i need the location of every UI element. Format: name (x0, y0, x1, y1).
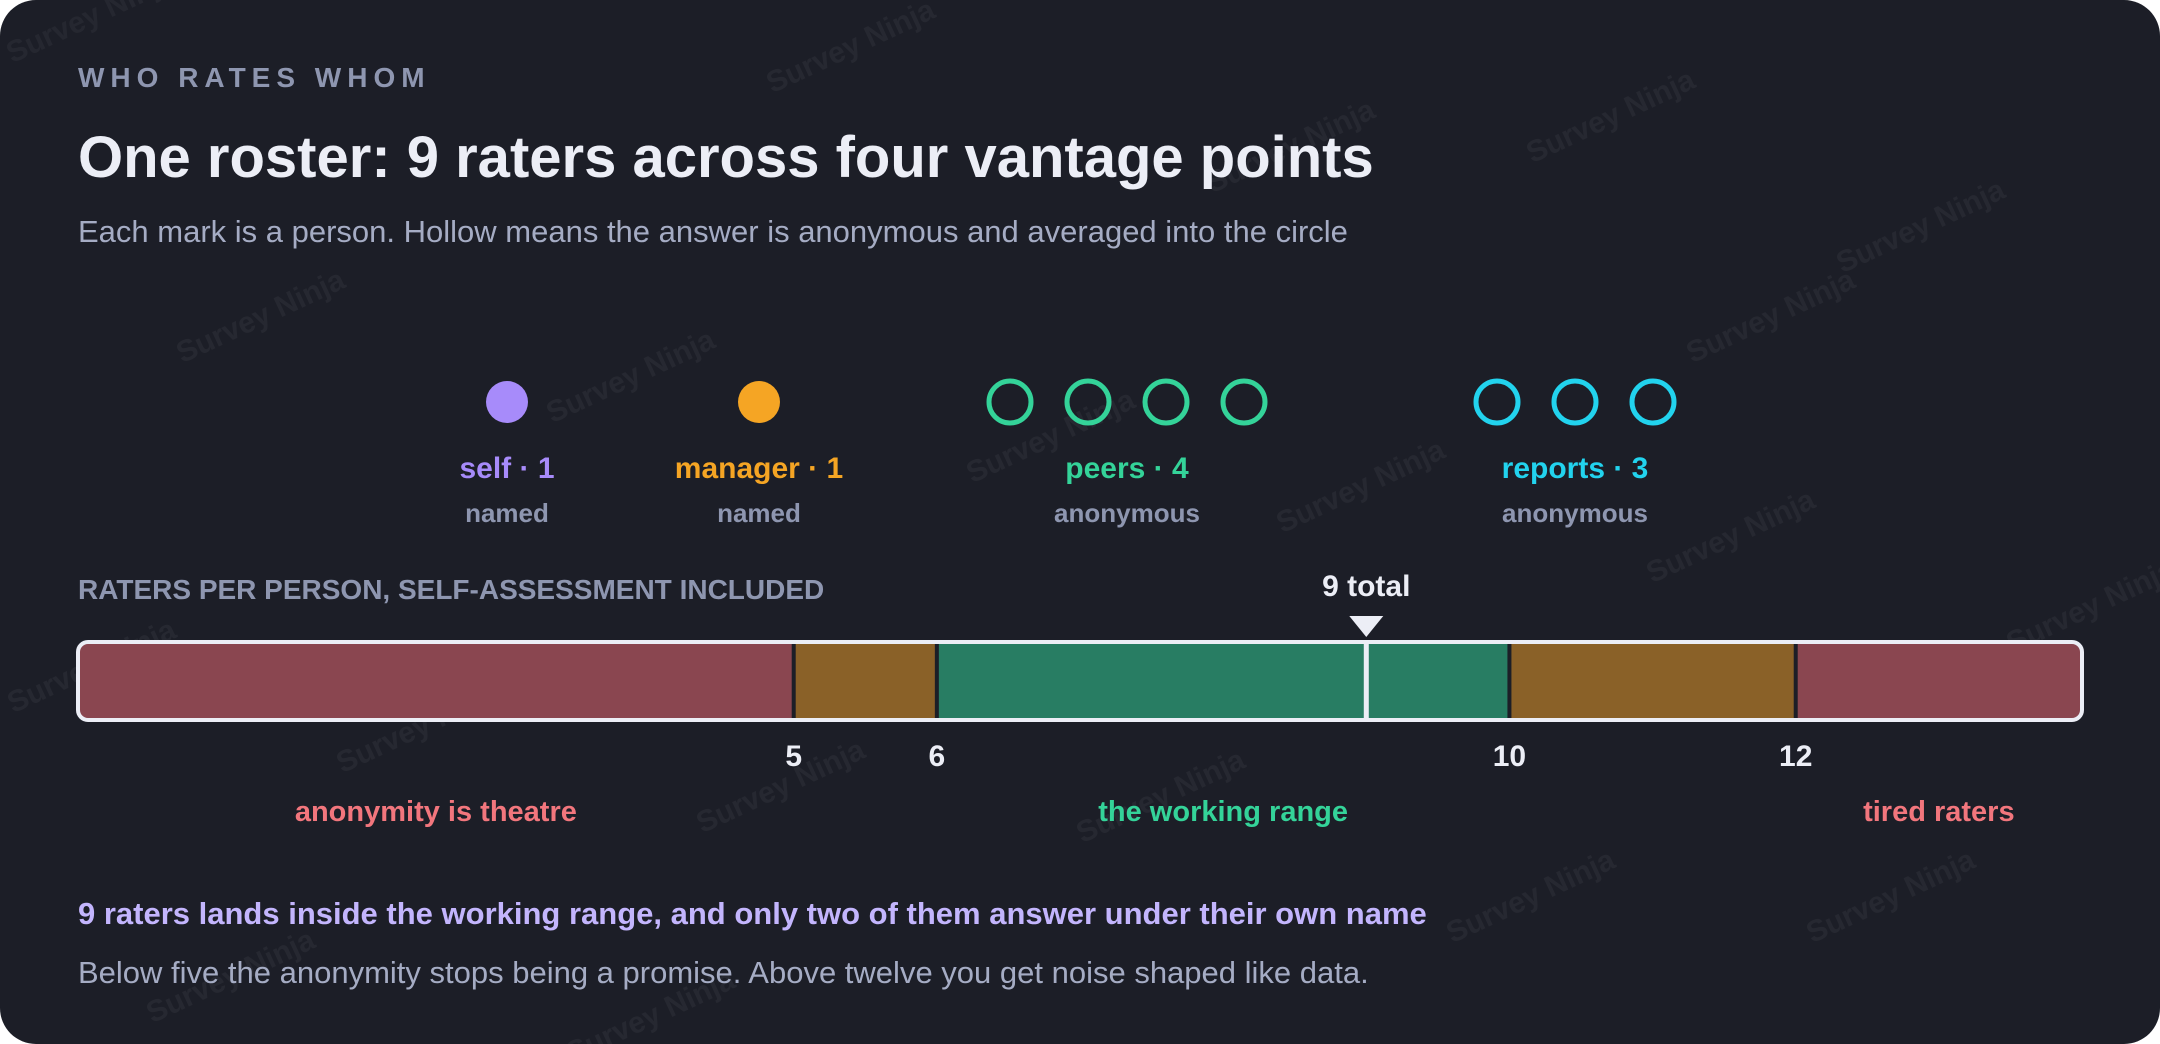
group-kind-peers: anonymous (1054, 498, 1200, 528)
scale-segments (78, 642, 2082, 720)
group-kind-self: named (465, 498, 549, 528)
reports-rater-mark (1629, 378, 1677, 426)
zone-label-working-range: the working range (1098, 796, 1349, 828)
scale-caption: RATERS PER PERSON, SELF-ASSESSMENT INCLU… (78, 574, 825, 605)
scale-segment (1795, 642, 2082, 720)
tick-label-12: 12 (1779, 740, 1813, 773)
group-label-reports: reports · 3 (1501, 452, 1649, 485)
group-kind-manager: named (717, 498, 801, 528)
peers-rater-mark (1220, 378, 1268, 426)
scale-segment (78, 642, 794, 720)
zone-label-theatre: anonymity is theatre (294, 796, 577, 828)
group-label-manager: manager · 1 (674, 452, 844, 485)
self-rater-mark (486, 381, 528, 423)
group-label-peers: peers · 4 (1065, 452, 1189, 485)
scale-segment (936, 642, 1510, 720)
reports-rater-mark (1473, 378, 1521, 426)
eyebrow: WHO RATES WHOM (78, 62, 431, 93)
peers-rater-mark (986, 378, 1034, 426)
subtitle: Each mark is a person. Hollow means the … (78, 214, 1348, 249)
total-marker-triangle (1349, 616, 1384, 637)
scale-segment (1509, 642, 1796, 720)
scale-segment (793, 642, 937, 720)
peers-rater-mark (1064, 378, 1112, 426)
tick-label-5: 5 (785, 740, 803, 773)
scale-bar-outline (76, 640, 2084, 722)
verdict: 9 raters lands inside the working range,… (78, 896, 1427, 931)
reports-rater-mark (1551, 378, 1599, 426)
page-title: One roster: 9 raters across four vantage… (78, 125, 1374, 190)
manager-rater-mark (738, 381, 780, 423)
group-label-self: self · 1 (459, 452, 555, 485)
group-kind-reports: anonymous (1502, 498, 1648, 528)
explanation: Below five the anonymity stops being a p… (78, 955, 1369, 990)
peers-rater-mark (1142, 378, 1190, 426)
tick-label-10: 10 (1492, 740, 1527, 773)
zone-label-tired: tired raters (1863, 796, 2015, 828)
total-marker-label: 9 total (1322, 570, 1411, 603)
tick-label-6: 6 (928, 740, 946, 773)
